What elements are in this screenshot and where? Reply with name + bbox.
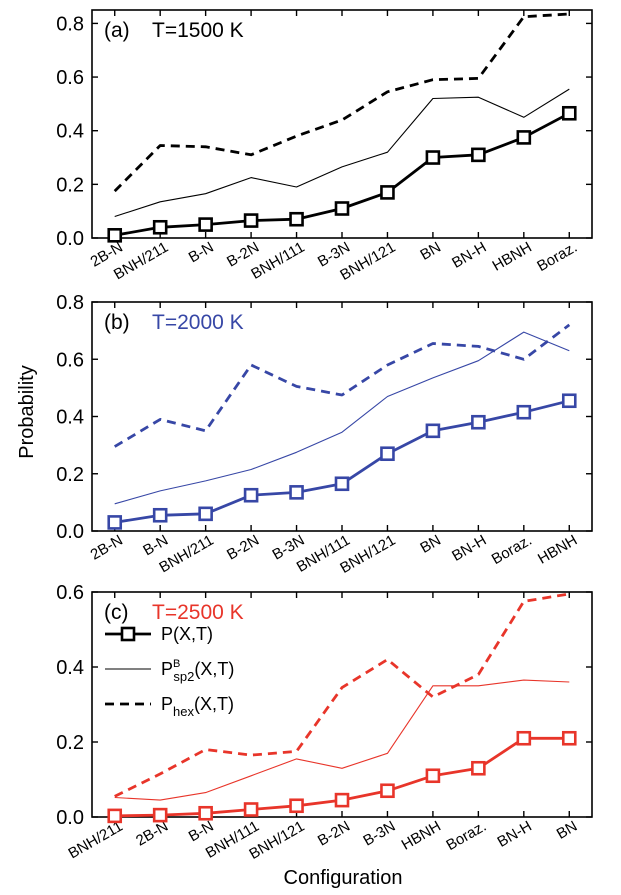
legend: P(X,T)PB sp2(X,T)Phex(X,T) bbox=[105, 624, 234, 719]
data-point-P bbox=[152, 807, 168, 823]
x-category-label: BN bbox=[417, 532, 444, 557]
y-tick-label: 0.4 bbox=[56, 121, 84, 143]
series-line-P bbox=[114, 112, 570, 237]
data-point-P bbox=[198, 506, 213, 522]
legend-label-part: P bbox=[161, 694, 173, 714]
data-point-P bbox=[334, 476, 350, 492]
y-tick-label: 0.6 bbox=[56, 349, 84, 371]
x-category-label: 2B-N bbox=[133, 818, 171, 850]
data-point-P bbox=[243, 213, 259, 228]
x-category-label: B-N bbox=[186, 239, 217, 267]
y-axis-label: Probability bbox=[16, 365, 38, 458]
y-tick-label: 0.0 bbox=[56, 807, 84, 829]
y-tick-label: 0.2 bbox=[56, 732, 84, 754]
panel-title: T=2500 K bbox=[152, 601, 244, 624]
data-point-P bbox=[425, 423, 441, 439]
legend-label-part: hex bbox=[173, 704, 194, 719]
panel-label: (a) bbox=[104, 19, 130, 42]
panel-title: T=1500 K bbox=[152, 19, 244, 42]
legend-label-Psp2: PB sp2(X,T) bbox=[161, 658, 234, 684]
x-axis-label: Configuration bbox=[284, 867, 403, 889]
data-point-P bbox=[471, 760, 486, 776]
data-point-P bbox=[516, 130, 532, 145]
data-point-P bbox=[289, 485, 304, 500]
data-point-P bbox=[380, 446, 395, 462]
data-point-P bbox=[152, 219, 168, 235]
y-tick-label: 0.0 bbox=[56, 228, 84, 250]
data-point-P bbox=[471, 414, 486, 430]
x-category-label: Boraz. bbox=[534, 239, 580, 275]
series-line-P bbox=[114, 399, 570, 524]
y-tick-label: 0.4 bbox=[56, 657, 84, 679]
data-point-P bbox=[152, 507, 168, 523]
data-point-P bbox=[425, 768, 441, 784]
x-category-label: HBNH bbox=[489, 239, 534, 275]
series-line-Phex bbox=[113, 323, 571, 448]
data-point-P bbox=[107, 808, 123, 824]
legend-label-part: B bbox=[173, 658, 180, 670]
data-point-P bbox=[516, 404, 532, 420]
x-category-label: BN bbox=[554, 818, 581, 843]
legend-label-part: P bbox=[161, 659, 173, 679]
y-tick-label: 0.2 bbox=[56, 464, 84, 486]
y-tick-label: 0.4 bbox=[56, 407, 84, 429]
y-tick-label: 0.2 bbox=[56, 174, 84, 196]
y-tick-label: 0.8 bbox=[56, 13, 84, 35]
y-tick-label: 0.6 bbox=[56, 67, 84, 89]
data-point-P bbox=[334, 201, 350, 216]
x-category-label: 2B-N bbox=[88, 532, 126, 564]
data-point-P bbox=[243, 487, 259, 503]
data-point-P bbox=[198, 217, 213, 232]
x-category-label: BN-H bbox=[449, 532, 489, 565]
y-tick-label: 0.8 bbox=[56, 292, 84, 314]
data-point-P bbox=[289, 798, 304, 814]
x-category-label: BN-H bbox=[495, 818, 535, 851]
data-point-P bbox=[107, 228, 123, 243]
legend-label-Phex: Phex(X,T) bbox=[161, 694, 234, 719]
data-point-P bbox=[334, 792, 350, 808]
x-category-label: BN-H bbox=[449, 239, 489, 272]
legend-label-part: (X,T) bbox=[194, 694, 234, 714]
series-line-Phex bbox=[114, 592, 570, 798]
x-category-label: B-2N bbox=[224, 532, 262, 564]
x-category-label: B-2N bbox=[315, 818, 353, 850]
legend-marker bbox=[120, 626, 136, 642]
legend-label-part: P(X,T) bbox=[161, 624, 213, 644]
x-category-label: B-3N bbox=[360, 818, 398, 850]
data-point-P bbox=[561, 730, 577, 746]
data-point-P bbox=[471, 147, 486, 163]
data-point-P bbox=[561, 393, 577, 409]
x-category-label: Boraz. bbox=[489, 532, 535, 568]
data-point-P bbox=[107, 515, 123, 530]
data-point-P bbox=[243, 802, 259, 817]
legend-label-part: sp2 bbox=[173, 669, 194, 684]
series-line-Psp2 bbox=[114, 679, 570, 801]
legend-label-part: (X,T) bbox=[194, 659, 234, 679]
data-point-P bbox=[561, 105, 577, 121]
x-category-label: HBNH bbox=[535, 532, 580, 568]
data-point-P bbox=[380, 783, 395, 799]
series-line-Psp2 bbox=[114, 88, 570, 218]
data-point-P bbox=[198, 805, 213, 821]
x-category-label: HBNH bbox=[399, 818, 444, 854]
data-point-P bbox=[380, 185, 395, 200]
y-tick-label: 0.6 bbox=[56, 582, 84, 604]
series-line-Phex bbox=[113, 12, 570, 193]
panel-label: (b) bbox=[104, 311, 130, 334]
data-point-P bbox=[425, 150, 441, 165]
data-point-P bbox=[289, 211, 304, 227]
y-tick-label: 0.0 bbox=[56, 521, 84, 543]
panel-title: T=2000 K bbox=[152, 311, 244, 334]
x-category-label: BN bbox=[417, 239, 444, 264]
data-point-P bbox=[516, 730, 532, 746]
panel-label: (c) bbox=[104, 601, 129, 624]
x-category-label: Boraz. bbox=[443, 818, 489, 854]
legend-label-P: P(X,T) bbox=[161, 624, 213, 644]
